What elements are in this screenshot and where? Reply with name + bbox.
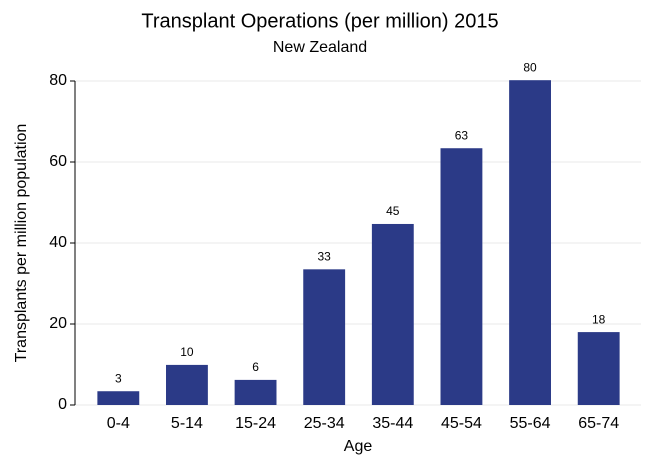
x-tick-label: 25-34 [304, 415, 345, 432]
bar [303, 269, 346, 405]
y-tick-label: 40 [49, 234, 67, 251]
y-tick-label: 0 [58, 396, 67, 413]
x-tick-label: 55-64 [510, 415, 551, 432]
x-tick-label: 45-54 [441, 415, 482, 432]
value-label: 80 [523, 60, 537, 74]
value-label: 63 [455, 128, 469, 142]
chart-subtitle: New Zealand [273, 39, 367, 56]
x-tick-label: 65-74 [578, 415, 619, 432]
value-label: 10 [180, 345, 194, 359]
bar [509, 80, 551, 405]
x-tick-label: 15-24 [235, 415, 276, 432]
value-label: 3 [115, 371, 122, 385]
bar [97, 391, 140, 405]
value-label: 33 [318, 249, 332, 263]
value-label: 18 [592, 312, 606, 326]
x-tick-label: 0-4 [107, 415, 130, 432]
bar [234, 379, 277, 405]
y-tick-label: 20 [49, 315, 67, 332]
y-axis-label: Transplants per million population [13, 124, 30, 363]
value-label: 6 [252, 360, 259, 374]
x-axis-label: Age [344, 438, 373, 455]
bar [577, 332, 620, 405]
chart-title: Transplant Operations (per million) 2015 [141, 10, 498, 32]
value-label: 45 [386, 204, 400, 218]
y-tick-label: 80 [49, 72, 67, 89]
x-tick-label: 35-44 [372, 415, 413, 432]
bar [440, 148, 483, 406]
bar [371, 223, 414, 405]
y-tick-label: 60 [49, 153, 67, 170]
x-tick-label: 5-14 [171, 415, 203, 432]
bar [166, 364, 208, 405]
